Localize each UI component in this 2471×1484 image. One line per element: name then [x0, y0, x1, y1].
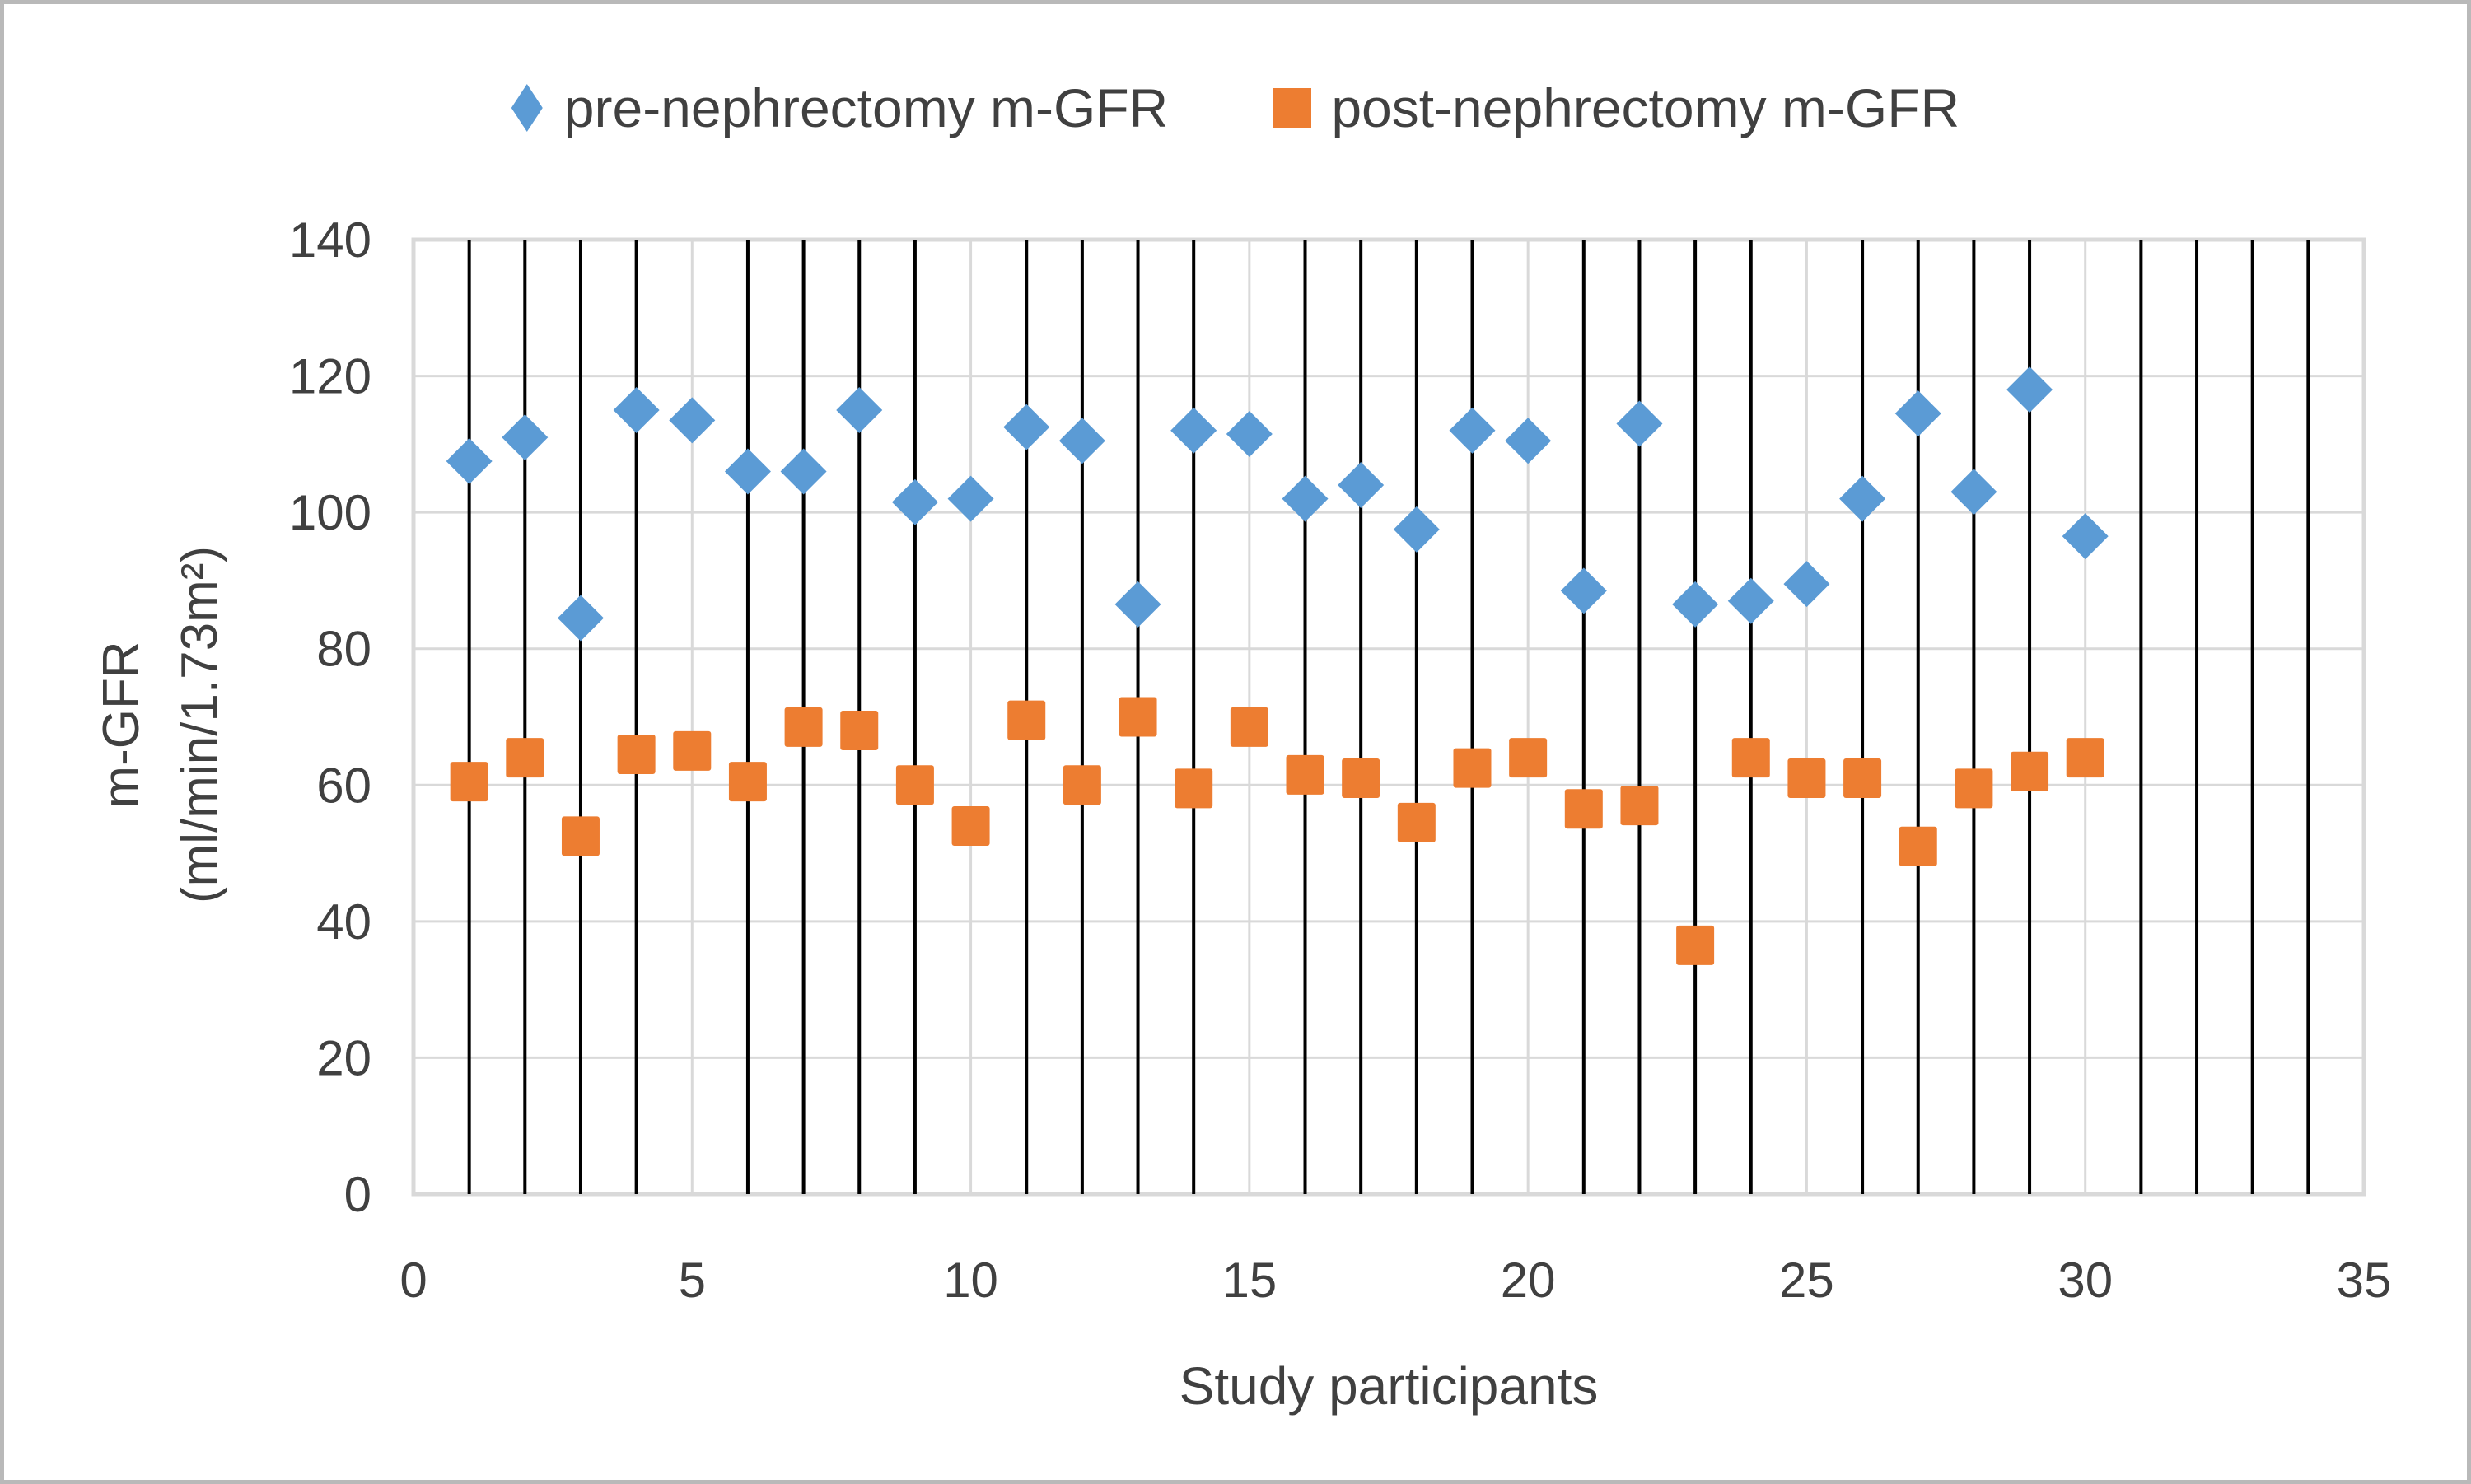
- data-point-diamond-24: [1727, 577, 1774, 624]
- y-tick-label-140: 140: [289, 212, 371, 268]
- data-point-square-16: [1286, 754, 1324, 795]
- data-point-diamond-16: [1282, 475, 1329, 522]
- data-point-diamond-21: [1560, 567, 1607, 614]
- data-point-diamond-3: [557, 595, 604, 642]
- x-tick-label-10: 10: [943, 1253, 998, 1308]
- legend-item-post: post-nephrectomy m-GFR: [1273, 77, 1960, 139]
- data-point-square-7: [784, 707, 823, 747]
- data-point-diamond-29: [2006, 366, 2053, 413]
- y-tick-label-0: 0: [344, 1167, 371, 1222]
- data-point-square-19: [1453, 748, 1492, 788]
- data-point-square-18: [1397, 802, 1436, 842]
- data-point-diamond-12: [1058, 418, 1105, 464]
- data-point-square-28: [1955, 768, 1993, 809]
- y-axis-title-line2: (ml/min/1.73m²): [171, 546, 228, 903]
- y-tick-label-60: 60: [316, 758, 371, 813]
- data-point-diamond-8: [836, 386, 883, 433]
- data-point-diamond-2: [502, 414, 549, 461]
- x-tick-label-0: 0: [399, 1253, 427, 1308]
- data-point-diamond-11: [1003, 404, 1050, 450]
- legend-post-label: post-nephrectomy m-GFR: [1331, 77, 1960, 138]
- data-point-square-17: [1342, 758, 1380, 799]
- data-point-diamond-15: [1226, 410, 1273, 457]
- y-tick-label-20: 20: [316, 1030, 371, 1085]
- legend-item-pre: pre-nephrectomy m-GFR: [511, 77, 1169, 139]
- x-tick-label-5: 5: [679, 1253, 706, 1308]
- data-point-diamond-19: [1449, 407, 1496, 454]
- legend-pre-diamond-icon: [511, 84, 543, 132]
- data-point-square-13: [1119, 697, 1157, 737]
- data-point-diamond-23: [1672, 581, 1719, 628]
- scatter-plot: 0 5 10 15 20 25 30 35 0 20 40 60 80 100 120 140 Study pa…: [93, 212, 2392, 1416]
- data-point-square-10: [951, 805, 990, 846]
- data-point-square-25: [1787, 758, 1826, 799]
- data-point-square-26: [1843, 758, 1882, 799]
- data-point-diamond-28: [1950, 469, 1997, 516]
- data-point-diamond-18: [1393, 506, 1440, 553]
- data-point-diamond-9: [891, 478, 938, 525]
- legend-pre-label: pre-nephrectomy m-GFR: [563, 77, 1169, 138]
- y-tick-label-100: 100: [289, 485, 371, 540]
- data-point-square-9: [895, 765, 934, 805]
- y-axis-title-line1: m-GFR: [93, 641, 150, 808]
- data-point-square-21: [1564, 789, 1603, 829]
- data-point-diamond-5: [669, 397, 716, 444]
- data-point-square-22: [1620, 786, 1659, 826]
- data-point-square-12: [1063, 765, 1101, 805]
- y-tick-label-120: 120: [289, 349, 371, 404]
- data-point-square-23: [1676, 925, 1715, 965]
- data-point-diamond-20: [1505, 418, 1552, 464]
- data-point-diamond-17: [1338, 462, 1385, 509]
- data-point-diamond-7: [780, 448, 827, 495]
- x-tick-label-15: 15: [1221, 1253, 1277, 1308]
- data-point-square-8: [840, 711, 879, 751]
- data-point-square-3: [561, 816, 600, 856]
- x-axis-title: Study participants: [1179, 1356, 1599, 1416]
- data-point-diamond-13: [1114, 581, 1161, 628]
- data-point-diamond-10: [947, 475, 994, 522]
- y-tick-label-80: 80: [316, 622, 371, 677]
- plot-border: [411, 237, 2366, 1197]
- data-point-square-20: [1509, 738, 1548, 778]
- data-point-diamond-30: [2062, 513, 2109, 560]
- data-point-diamond-26: [1839, 475, 1886, 522]
- data-point-diamond-25: [1783, 561, 1830, 608]
- x-tick-label-20: 20: [1501, 1253, 1556, 1308]
- data-point-square-15: [1230, 707, 1268, 747]
- data-point-diamond-22: [1616, 400, 1663, 447]
- data-point-diamond-4: [613, 386, 660, 433]
- data-point-square-2: [506, 738, 544, 778]
- data-point-square-27: [1899, 826, 1937, 866]
- data-point-square-6: [728, 762, 767, 802]
- data-point-diamond-14: [1170, 407, 1217, 454]
- data-point-square-4: [617, 735, 656, 775]
- x-tick-label-35: 35: [2337, 1253, 2392, 1308]
- data-point-square-11: [1007, 700, 1046, 740]
- data-point-square-14: [1175, 768, 1213, 809]
- x-tick-label-30: 30: [2058, 1253, 2113, 1308]
- legend: pre-nephrectomy m-GFR post-nephrectomy m…: [4, 77, 2467, 139]
- y-tick-label-40: 40: [316, 894, 371, 950]
- data-point-square-5: [673, 730, 712, 771]
- legend-post-square-icon: [1273, 88, 1312, 128]
- data-point-square-30: [2066, 738, 2104, 778]
- data-point-diamond-27: [1894, 390, 1941, 437]
- data-point-square-24: [1731, 738, 1770, 778]
- data-point-square-1: [450, 762, 488, 802]
- data-point-diamond-6: [724, 448, 771, 495]
- data-point-diamond-1: [446, 438, 493, 485]
- data-point-square-29: [2011, 751, 2049, 791]
- x-tick-label-25: 25: [1779, 1253, 1834, 1308]
